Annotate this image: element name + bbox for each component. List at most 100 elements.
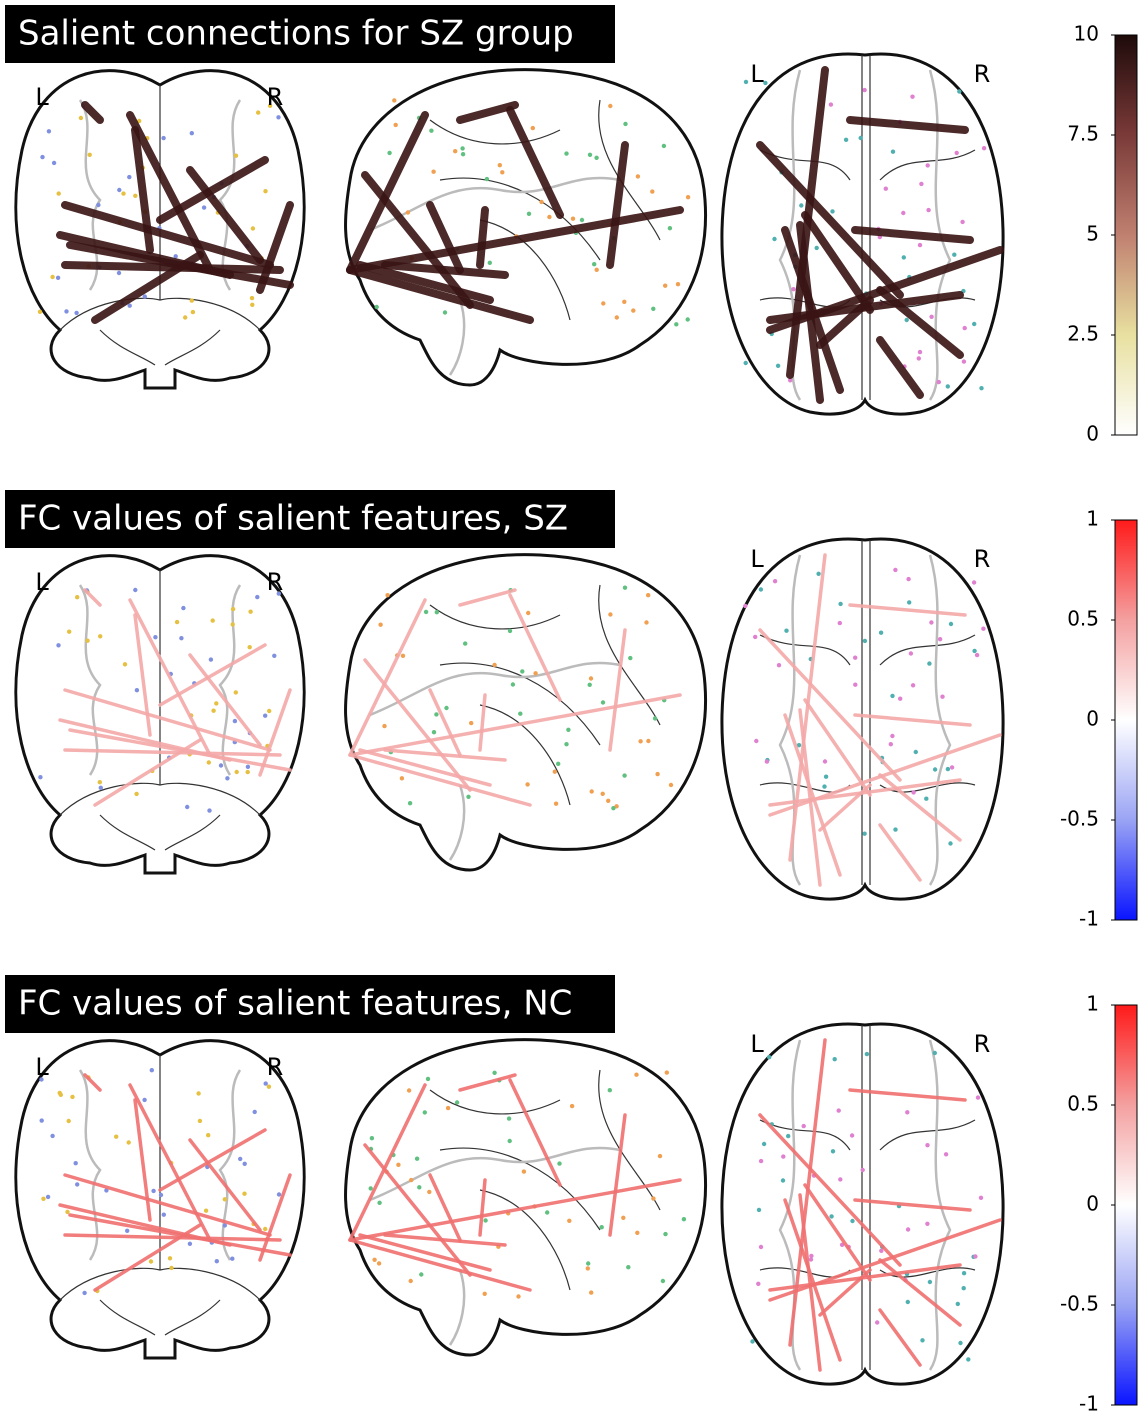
node-dot	[776, 364, 780, 368]
node-dot	[608, 104, 612, 108]
node-dot	[815, 246, 819, 250]
node-dot	[831, 1149, 835, 1153]
node-dot	[622, 773, 626, 777]
node-dot	[608, 612, 612, 616]
node-dot	[417, 1185, 421, 1189]
connection	[480, 210, 485, 265]
node-dot	[628, 656, 632, 660]
node-dot	[114, 1135, 118, 1139]
node-dot	[423, 1110, 427, 1114]
node-dot	[762, 1142, 766, 1146]
node-dot	[918, 243, 922, 247]
node-dot	[98, 780, 102, 784]
node-dot	[663, 1232, 667, 1236]
node-dot	[564, 742, 568, 746]
orientation-label: R	[267, 568, 284, 596]
node-dot	[64, 309, 68, 313]
node-dot	[38, 775, 42, 779]
node-dot	[586, 1261, 590, 1265]
node-dot	[134, 792, 138, 796]
node-dot	[754, 739, 758, 743]
node-dot	[74, 311, 78, 315]
orientation-label: L	[35, 83, 49, 111]
node-dot	[611, 806, 615, 810]
colorbar-tick-label: 0	[1086, 1192, 1099, 1216]
node-dot	[531, 126, 535, 130]
node-dot	[149, 1259, 153, 1263]
node-dot	[674, 322, 678, 326]
node-dot	[838, 602, 842, 606]
node-dot	[937, 380, 941, 384]
colorbar-tick-label: 10	[1074, 22, 1099, 46]
node-dot	[554, 802, 558, 806]
node-dot	[214, 701, 218, 705]
node-dot	[238, 1157, 242, 1161]
node-dot	[121, 191, 125, 195]
node-dot	[375, 305, 379, 309]
node-dot	[644, 620, 648, 624]
node-dot	[159, 1193, 163, 1197]
node-dot	[461, 152, 465, 156]
node-dot	[653, 716, 657, 720]
node-dot	[256, 110, 260, 114]
node-dot	[759, 587, 763, 591]
node-dot	[246, 765, 250, 769]
node-dot	[443, 310, 447, 314]
node-dot	[773, 579, 777, 583]
node-dot	[168, 1256, 172, 1260]
node-dot	[67, 1119, 71, 1123]
node-dot	[744, 80, 748, 84]
node-dot	[686, 195, 690, 199]
node-dot	[251, 226, 255, 230]
node-dot	[634, 1073, 638, 1077]
node-dot	[925, 1222, 929, 1226]
node-dot	[56, 643, 60, 647]
node-dot	[135, 688, 139, 692]
node-dot	[566, 728, 570, 732]
node-dot	[248, 645, 252, 649]
node-dot	[483, 1292, 487, 1296]
node-dot	[920, 1338, 924, 1342]
node-dot	[763, 81, 767, 85]
node-dot	[250, 296, 254, 300]
node-dot	[946, 384, 950, 388]
node-dot	[929, 315, 933, 319]
node-dot	[564, 151, 568, 155]
orientation-label: L	[750, 1030, 764, 1058]
node-dot	[525, 782, 529, 786]
panel: Salient connections for SZ groupLRLR02.5…	[5, 5, 1137, 446]
node-dot	[861, 1168, 865, 1172]
node-dot	[946, 767, 950, 771]
node-dot	[378, 623, 382, 627]
node-dot	[571, 217, 575, 221]
node-dot	[255, 595, 259, 599]
node-dot	[662, 144, 666, 148]
node-dot	[875, 1320, 879, 1324]
brain-sagittal	[346, 70, 706, 385]
colorbar-tick-label: 2.5	[1067, 322, 1099, 346]
node-dot	[40, 155, 44, 159]
node-dot	[567, 1219, 571, 1223]
node-dot	[750, 1339, 754, 1343]
node-dot	[976, 1095, 980, 1099]
node-dot	[372, 1258, 376, 1262]
node-dot	[466, 795, 470, 799]
node-dot	[663, 284, 667, 288]
node-dot	[823, 759, 827, 763]
node-dot	[557, 1161, 561, 1165]
node-dot	[833, 1057, 837, 1061]
node-dot	[206, 1133, 210, 1137]
node-dot	[956, 1302, 960, 1306]
node-dot	[863, 639, 867, 643]
node-dot	[387, 151, 391, 155]
node-dot	[179, 636, 183, 640]
node-dot	[906, 577, 910, 581]
node-dot	[949, 622, 953, 626]
node-dot	[250, 303, 254, 307]
node-dot	[419, 1272, 423, 1276]
node-dot	[276, 115, 280, 119]
node-dot	[485, 177, 489, 181]
node-dot	[862, 832, 866, 836]
colorbar-tick-label: 0	[1086, 422, 1099, 446]
node-dot	[838, 1177, 842, 1181]
